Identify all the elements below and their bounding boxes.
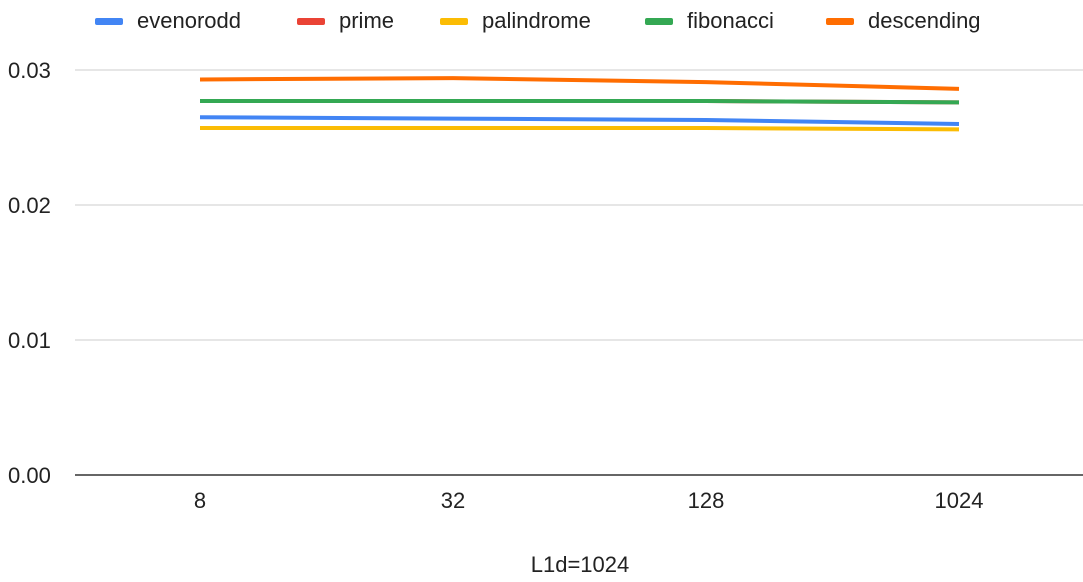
series-line-descending: [200, 78, 959, 89]
series-line-evenorodd: [200, 117, 959, 124]
series-line-fibonacci: [200, 101, 959, 102]
x-tick-label: 8: [194, 488, 206, 513]
y-tick-label: 0.00: [8, 463, 51, 488]
x-tick-label: 32: [441, 488, 465, 513]
x-tick-label: 128: [688, 488, 725, 513]
y-tick-label: 0.03: [8, 58, 51, 83]
x-tick-label: 1024: [935, 488, 984, 513]
x-axis-title: L1d=1024: [531, 552, 630, 577]
y-tick-label: 0.01: [8, 328, 51, 353]
y-tick-label: 0.02: [8, 193, 51, 218]
series-line-palindrome: [200, 128, 959, 129]
